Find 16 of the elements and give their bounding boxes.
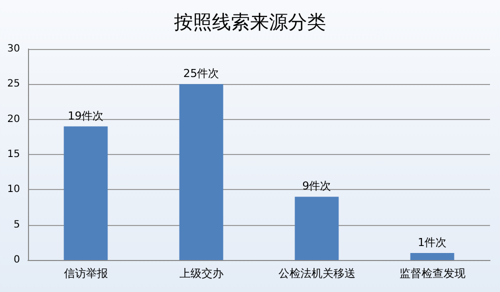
y-tick-label: 15 (7, 149, 20, 160)
data-label: 1件次 (418, 236, 447, 249)
y-tick-label: 0 (14, 254, 20, 266)
x-tick-label: 监督检查发现 (399, 267, 466, 280)
y-tick-label: 10 (7, 184, 20, 196)
data-label: 9件次 (302, 180, 332, 193)
y-tick-label: 20 (7, 114, 20, 125)
y-tick-label: 5 (14, 219, 20, 230)
x-tick-label: 信访举报 (64, 267, 108, 280)
x-tick-label: 上级交办 (179, 267, 224, 280)
chart-title: 按照线索来源分类 (174, 12, 326, 34)
y-tick-label: 25 (7, 78, 20, 90)
data-label: 25件次 (183, 67, 220, 80)
x-tick-label: 公检法机关移送 (278, 267, 356, 280)
y-tick-label: 30 (7, 44, 20, 54)
data-label: 19件次 (68, 109, 104, 122)
